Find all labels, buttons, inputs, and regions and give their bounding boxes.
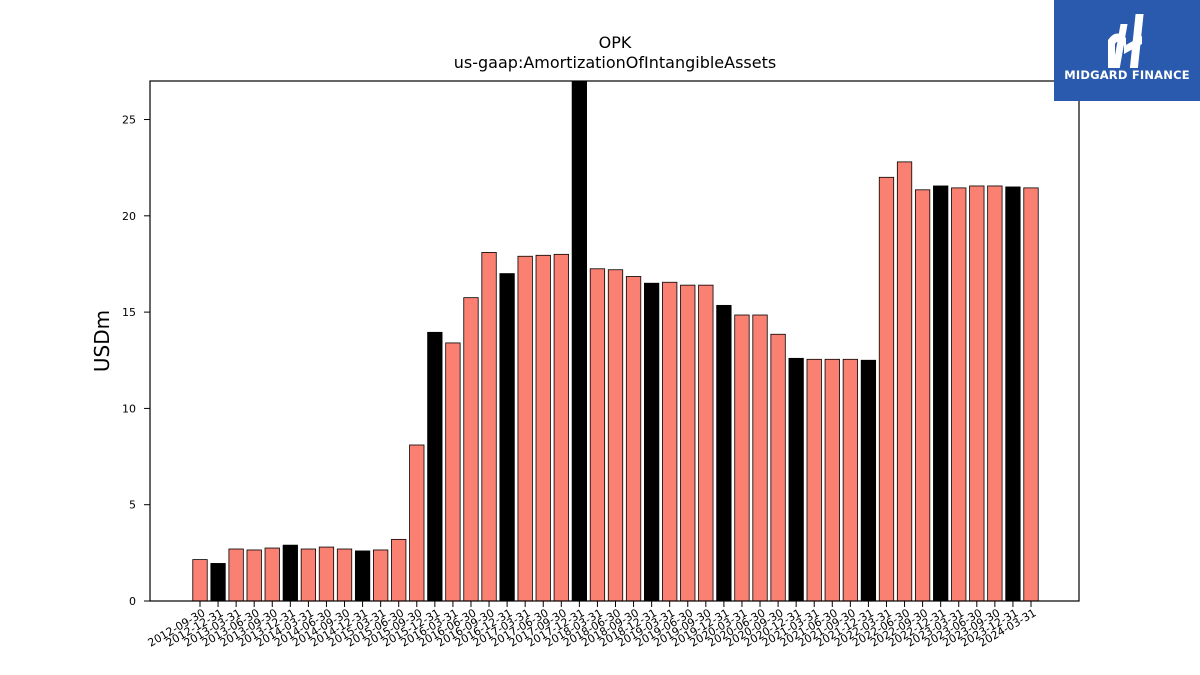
bar-2012-12-31 bbox=[210, 563, 226, 602]
bar-2019-06-30 bbox=[680, 284, 696, 602]
bar-2016-03-31 bbox=[445, 342, 461, 602]
bar-2013-03-31 bbox=[228, 548, 244, 602]
bar-2018-12-31 bbox=[644, 282, 660, 602]
bar-2018-06-30 bbox=[607, 269, 624, 602]
bar-2023-12-31 bbox=[1005, 186, 1021, 602]
bar-2013-12-31 bbox=[282, 544, 298, 602]
x-ticks-group: 2012-09-302012-12-312013-03-312013-06-30… bbox=[146, 601, 1039, 650]
brand-name: MIDGARD FINANCE bbox=[1064, 68, 1190, 82]
bar-2024-03-31 bbox=[1023, 187, 1039, 602]
chart-title: OPK bbox=[599, 33, 632, 52]
bar-2013-09-30 bbox=[264, 547, 280, 602]
bar-2020-09-30 bbox=[770, 333, 786, 602]
midgard-logo-icon bbox=[1108, 14, 1144, 68]
bar-2022-06-30 bbox=[896, 161, 913, 602]
bar-2012-09-30 bbox=[192, 559, 208, 602]
bar-2018-09-30 bbox=[625, 276, 642, 602]
y-ticks-group: 0 5 10 15 20 25 bbox=[122, 114, 150, 608]
bar-2023-06-30 bbox=[969, 185, 985, 602]
bar-2017-06-30 bbox=[535, 254, 551, 602]
y-tick-label: 10 bbox=[122, 402, 136, 415]
bar-2022-12-31 bbox=[933, 185, 949, 602]
bar-2019-12-31 bbox=[716, 304, 732, 602]
bar-2015-03-31 bbox=[373, 549, 389, 602]
bar-2020-06-30 bbox=[752, 314, 768, 602]
bar-2022-09-30 bbox=[914, 189, 931, 602]
bar-2021-03-31 bbox=[806, 358, 822, 602]
bar-2015-06-30 bbox=[391, 538, 407, 602]
y-tick-label: 20 bbox=[122, 210, 136, 223]
bar-2016-06-30 bbox=[463, 297, 479, 602]
y-tick-label: 0 bbox=[129, 595, 136, 608]
y-tick-label: 25 bbox=[122, 114, 136, 127]
plot-frame bbox=[149, 80, 1080, 602]
bar-2018-03-31 bbox=[589, 268, 606, 602]
y-tick-label: 5 bbox=[129, 499, 136, 512]
bars-group bbox=[192, 80, 1039, 602]
bar-2013-06-30 bbox=[246, 549, 262, 602]
bar-2021-09-30 bbox=[842, 358, 858, 602]
bar-2017-09-30 bbox=[553, 253, 569, 602]
bar-2014-09-30 bbox=[336, 548, 353, 602]
bar-2017-03-31 bbox=[517, 255, 533, 602]
bar-2014-06-30 bbox=[318, 546, 335, 602]
bar-2019-09-30 bbox=[698, 284, 714, 602]
bar-2020-12-31 bbox=[788, 357, 804, 602]
bar-2017-12-31 bbox=[571, 80, 587, 602]
bar-2023-03-31 bbox=[951, 187, 967, 602]
bar-2014-03-31 bbox=[300, 548, 317, 602]
bar-2015-12-31 bbox=[427, 331, 443, 602]
bar-2023-09-30 bbox=[987, 185, 1003, 602]
bar-2014-12-31 bbox=[354, 550, 371, 602]
bar-2019-03-31 bbox=[662, 281, 678, 602]
bar-2015-09-30 bbox=[409, 444, 425, 602]
chart-subtitle: us-gaap:AmortizationOfIntangibleAssets bbox=[454, 53, 776, 72]
bar-2016-12-31 bbox=[499, 273, 515, 602]
brand-logo: MIDGARD FINANCE bbox=[1054, 0, 1200, 101]
bar-2021-06-30 bbox=[824, 358, 840, 602]
y-tick-label: 15 bbox=[122, 306, 136, 319]
bar-2022-03-31 bbox=[878, 176, 895, 602]
y-axis-label: USDm bbox=[90, 310, 114, 372]
bar-2016-09-30 bbox=[481, 252, 497, 602]
bar-2020-03-31 bbox=[734, 314, 750, 602]
bar-2021-12-31 bbox=[860, 359, 877, 602]
